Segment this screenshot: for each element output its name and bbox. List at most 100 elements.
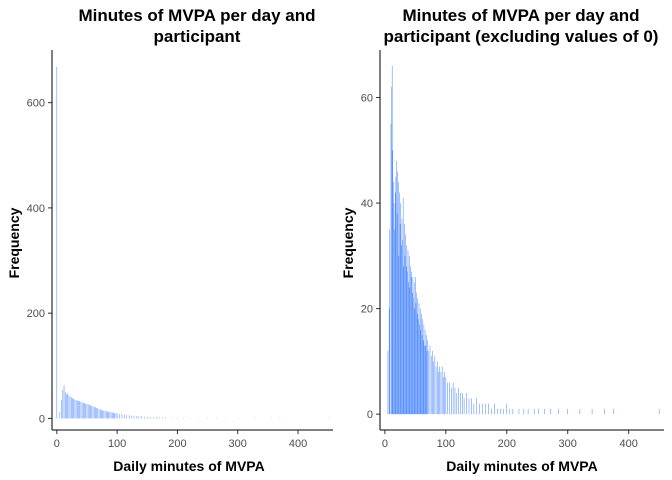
x-axis-ticks: 0 100 200 300 400 (382, 430, 638, 450)
histogram-bar (121, 414, 123, 419)
histogram-bar (207, 417, 208, 419)
y-axis-ticks: 0 20 40 60 (361, 93, 380, 421)
histogram-bar (419, 324, 420, 415)
histogram-bar (443, 377, 444, 415)
x-tick-label: 300 (559, 438, 577, 450)
chart-title-line-1: Minutes of MVPA per day and (78, 6, 315, 25)
histogram-bar (102, 410, 103, 419)
histogram-bar (485, 403, 486, 415)
histogram-bar (417, 298, 419, 415)
histogram-bar (538, 408, 539, 415)
histogram-bar (72, 398, 73, 419)
histogram-bar (407, 271, 408, 415)
histogram-bar (435, 366, 437, 415)
x-axis-title: Daily minutes of MVPA (113, 458, 264, 474)
histogram-bar (494, 403, 495, 415)
histogram-bar (394, 229, 395, 415)
histogram-bar (421, 313, 422, 415)
histogram-bar (67, 393, 68, 419)
histogram-bar (424, 329, 426, 415)
histogram-bar (56, 66, 58, 419)
histogram-bar (109, 412, 111, 419)
histogram-bar (451, 387, 452, 415)
histogram-bar (434, 356, 436, 415)
histogram-bar (408, 255, 410, 415)
histogram-bar (96, 407, 97, 419)
histogram-bar (87, 404, 89, 419)
histogram-bar (327, 417, 329, 419)
histogram-bar (427, 340, 428, 415)
histogram-bar (104, 411, 106, 419)
histogram-bar (579, 408, 581, 415)
y-axis-title: Frequency (340, 207, 356, 278)
histogram-bar (80, 401, 82, 419)
histogram-bar (90, 405, 91, 419)
histogram-bar (390, 123, 392, 415)
histogram-bar (165, 417, 166, 419)
histogram-bar (456, 393, 458, 415)
histogram-bar (567, 408, 568, 415)
y-axis-title: Frequency (6, 207, 22, 278)
histogram-bar (466, 393, 467, 415)
histogram-bar (426, 350, 428, 415)
histogram-bar (414, 308, 415, 415)
histogram-bar (416, 313, 418, 415)
y-axis-ticks: 0 200 400 600 (27, 98, 52, 425)
histogram-bar (523, 408, 525, 415)
histogram-bar (491, 408, 492, 415)
histogram-bar (59, 412, 61, 419)
histogram-bar (198, 417, 199, 419)
histogram-bar (433, 361, 434, 415)
histogram-bar (392, 150, 394, 415)
x-tick-label: 100 (437, 438, 455, 450)
histogram-bar (423, 340, 424, 415)
histogram-bar (410, 266, 411, 415)
histogram-bar (405, 234, 406, 415)
histogram-bar (462, 393, 463, 415)
histogram-bar (418, 319, 419, 415)
histogram-bar (591, 408, 593, 415)
y-tick-label: 20 (361, 304, 373, 316)
histogram-bar (497, 408, 498, 415)
histogram-bar (116, 413, 118, 419)
histogram-bar (396, 213, 398, 415)
histogram-bar (449, 382, 450, 415)
histogram-bar (388, 308, 390, 415)
histogram-bar (397, 171, 398, 415)
histogram-bar (527, 408, 529, 415)
histogram-bar (415, 303, 417, 415)
histogram-bar (108, 411, 109, 419)
histogram-bar (389, 229, 391, 415)
histogram-bar (159, 417, 160, 419)
right-histogram-panel: Minutes of MVPA per day and participant … (340, 6, 664, 474)
y-tick-label: 600 (27, 98, 45, 110)
histogram-bar (114, 413, 115, 419)
histogram-bar (126, 415, 128, 419)
histogram-bar (430, 356, 432, 415)
histogram-bar (98, 408, 100, 419)
histogram-bar (503, 408, 504, 415)
histogram-bar (412, 292, 413, 415)
histogram-bar (103, 410, 105, 419)
x-axis-ticks: 0 100 200 300 400 (54, 430, 307, 450)
histogram-bar (74, 399, 76, 419)
histogram-bar (68, 395, 70, 419)
histogram-bar (512, 408, 514, 415)
histogram-bar (416, 292, 417, 415)
y-tick-label: 400 (27, 203, 45, 215)
histogram-bar (393, 203, 395, 415)
histogram-bar (83, 402, 84, 419)
histogram-bar (406, 245, 408, 415)
histogram-bar (405, 266, 407, 415)
histogram-bar (153, 417, 154, 419)
histogram-bar (270, 417, 272, 419)
histogram-bar (147, 416, 148, 419)
histogram-bar (89, 404, 90, 419)
histogram-bar (391, 86, 392, 415)
histogram-bar (418, 303, 420, 415)
histogram-bar (399, 192, 400, 415)
histogram-bar (93, 406, 95, 419)
histogram-bar (550, 408, 551, 415)
histogram-bar (533, 408, 535, 415)
histogram-bar (86, 403, 88, 419)
